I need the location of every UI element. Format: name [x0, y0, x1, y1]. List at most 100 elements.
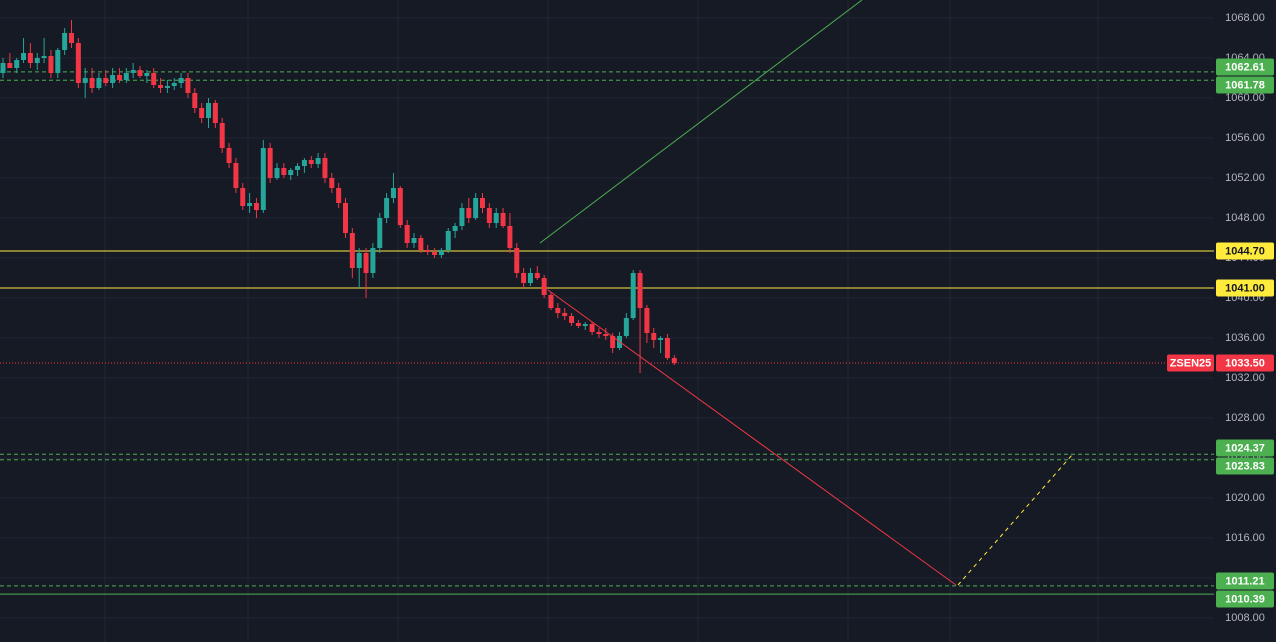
- candle-body: [575, 323, 581, 326]
- candle-body: [178, 78, 184, 83]
- level-label: 1062.61: [1225, 61, 1265, 73]
- projection-line: [957, 454, 1073, 586]
- candle-body: [151, 73, 157, 85]
- candle-body: [644, 308, 650, 333]
- candle-body: [130, 70, 136, 73]
- level-label: 1010.39: [1225, 593, 1265, 605]
- candle-body: [343, 203, 348, 233]
- y-tick-label: 1008.00: [1225, 612, 1265, 624]
- y-tick-label: 1052.00: [1225, 172, 1265, 184]
- candle-body: [226, 148, 232, 163]
- candle-body: [432, 252, 438, 255]
- candle-body: [329, 178, 335, 188]
- candle-body: [418, 238, 424, 250]
- candle-body: [185, 78, 191, 93]
- candle-body: [534, 273, 540, 278]
- candle-body: [89, 78, 95, 88]
- time-grid: [104, 0, 1099, 642]
- candle-body: [582, 324, 588, 326]
- candle-body: [411, 238, 417, 243]
- candle-body: [480, 198, 485, 208]
- candle-body: [596, 332, 602, 334]
- candle-body: [308, 160, 314, 164]
- candle-body: [116, 75, 122, 80]
- candle-body: [7, 63, 13, 68]
- candle-body: [384, 198, 390, 218]
- candle-body: [514, 248, 520, 273]
- symbol-label: ZSEN25: [1170, 357, 1212, 369]
- candle-body: [651, 333, 657, 340]
- candle-body: [34, 58, 40, 63]
- candle-body: [301, 160, 307, 166]
- candle-body: [370, 248, 376, 273]
- candle-body: [274, 168, 280, 178]
- candle-body: [27, 53, 33, 63]
- level-box: [1216, 457, 1274, 475]
- candle-body: [171, 83, 177, 86]
- y-tick-label: 1028.00: [1225, 412, 1265, 424]
- candle-body: [445, 231, 451, 250]
- candle-body: [404, 225, 410, 243]
- y-tick-label: 1016.00: [1225, 532, 1265, 544]
- candle-body: [527, 273, 533, 283]
- drawings: [539, 0, 1073, 586]
- level-label: 1044.70: [1225, 245, 1265, 257]
- candle-body: [555, 308, 561, 313]
- price-axis: [1214, 0, 1276, 642]
- candle-body: [281, 168, 287, 175]
- level-label: 1024.37: [1225, 442, 1265, 454]
- level-label: 1023.83: [1225, 460, 1265, 472]
- candle-body: [473, 198, 479, 218]
- candle-body: [658, 338, 664, 340]
- candle-body: [206, 103, 211, 118]
- candle-body: [500, 213, 506, 226]
- candle-body: [253, 203, 259, 210]
- candle-body: [48, 56, 54, 73]
- candle-body: [336, 188, 342, 203]
- last-price-label: 1033.50: [1225, 357, 1265, 369]
- level-box: [1216, 439, 1274, 457]
- candle-body: [14, 60, 20, 68]
- level-box: [1216, 58, 1274, 76]
- candle-body: [521, 273, 527, 283]
- candle-body: [562, 313, 568, 316]
- candle-body: [240, 188, 246, 206]
- candle-body: [630, 273, 636, 318]
- candle-body: [69, 33, 74, 43]
- candle-body: [671, 358, 677, 363]
- candle-body: [144, 73, 150, 76]
- last-price-box: [1216, 354, 1274, 372]
- level-label: 1061.78: [1225, 79, 1265, 91]
- candle-body: [377, 218, 383, 248]
- level-box: [1216, 76, 1274, 94]
- candle-body: [247, 203, 253, 206]
- symbol-box: [1167, 354, 1214, 372]
- candle-body: [623, 318, 629, 336]
- candle-body: [637, 273, 643, 308]
- candle-body: [199, 108, 205, 118]
- candle-body: [589, 324, 595, 332]
- candle-body: [486, 208, 492, 223]
- candle-body: [158, 85, 164, 88]
- candle-body: [164, 86, 170, 88]
- candle-body: [267, 148, 273, 178]
- candle-body: [507, 226, 513, 248]
- candle-body: [103, 78, 109, 83]
- candle-body: [466, 208, 472, 218]
- y-tick-label: 1036.00: [1225, 332, 1265, 344]
- y-tick-label: 1048.00: [1225, 212, 1265, 224]
- candle-body: [123, 73, 129, 80]
- candle-body: [192, 93, 198, 108]
- candle-body: [322, 158, 328, 178]
- level-label: 1041.00: [1225, 282, 1265, 294]
- candle-body: [363, 253, 369, 273]
- candle-body: [75, 43, 81, 83]
- candle-body: [233, 163, 239, 188]
- candle-body: [569, 316, 575, 323]
- candle-body: [41, 56, 47, 58]
- level-box: [1216, 572, 1274, 590]
- candle-body: [110, 75, 116, 83]
- trend-line: [539, 0, 863, 244]
- candle-body: [219, 123, 225, 148]
